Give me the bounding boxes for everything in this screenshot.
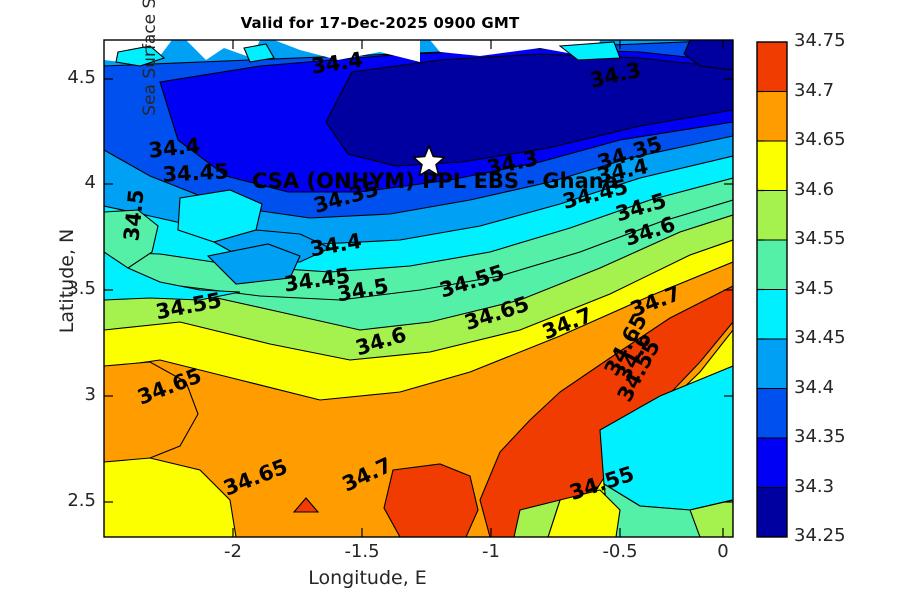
axes-frame bbox=[103, 39, 734, 538]
x-tick-label: -1.5 bbox=[344, 541, 380, 562]
colorbar bbox=[756, 41, 788, 538]
x-tick-label: 0 bbox=[717, 541, 729, 562]
colorbar-swatch bbox=[756, 140, 788, 191]
colorbar-swatch bbox=[756, 388, 788, 439]
x-tick-label: -0.5 bbox=[602, 541, 638, 562]
chart-title: Valid for 17-Dec-2025 0900 GMT bbox=[240, 14, 520, 32]
colorbar-label: Sea Surface Salinity, psu bbox=[140, 0, 160, 116]
colorbar-swatch bbox=[756, 437, 788, 488]
colorbar-tick-label: 34.7 bbox=[794, 79, 835, 101]
colorbar-tick-label: 34.65 bbox=[794, 129, 846, 150]
colorbar-tick-label: 34.45 bbox=[794, 327, 846, 348]
colorbar-swatch bbox=[756, 338, 788, 389]
colorbar-tick-label: 34.25 bbox=[794, 525, 846, 546]
y-tick-label: 2.5 bbox=[67, 490, 96, 511]
colorbar-tick-label: 34.6 bbox=[794, 178, 835, 200]
y-tick-label: 3 bbox=[84, 384, 96, 405]
colorbar-swatch bbox=[756, 190, 788, 241]
colorbar-tick-label: 34.55 bbox=[794, 228, 846, 249]
x-tick-label: -1 bbox=[482, 541, 500, 562]
colorbar-tick-label: 34.35 bbox=[794, 426, 846, 447]
colorbar-tick-label: 34.75 bbox=[794, 30, 846, 51]
y-tick-label: 3.5 bbox=[67, 278, 96, 299]
star-marker bbox=[412, 145, 446, 177]
y-tick-label: 4.5 bbox=[67, 67, 96, 88]
contour-label: 34.45 bbox=[162, 159, 230, 186]
contour-bands bbox=[104, 40, 733, 537]
colorbar-tick-label: 34.3 bbox=[794, 475, 835, 497]
x-tick-label: -2 bbox=[224, 541, 242, 562]
colorbar-swatch bbox=[756, 289, 788, 340]
contour-label: 34.4 bbox=[147, 133, 201, 162]
colorbar-swatch bbox=[756, 91, 788, 142]
colorbar-tick-label: 34.5 bbox=[794, 277, 835, 299]
contour-label: 34.5 bbox=[119, 188, 148, 242]
colorbar-swatch bbox=[756, 239, 788, 290]
colorbar-tick-label: 34.4 bbox=[794, 376, 835, 398]
colorbar-swatch bbox=[756, 41, 788, 92]
y-tick-label: 4 bbox=[84, 172, 96, 193]
colorbar-swatch bbox=[756, 487, 788, 538]
x-axis-label: Longitude, E bbox=[308, 567, 427, 589]
